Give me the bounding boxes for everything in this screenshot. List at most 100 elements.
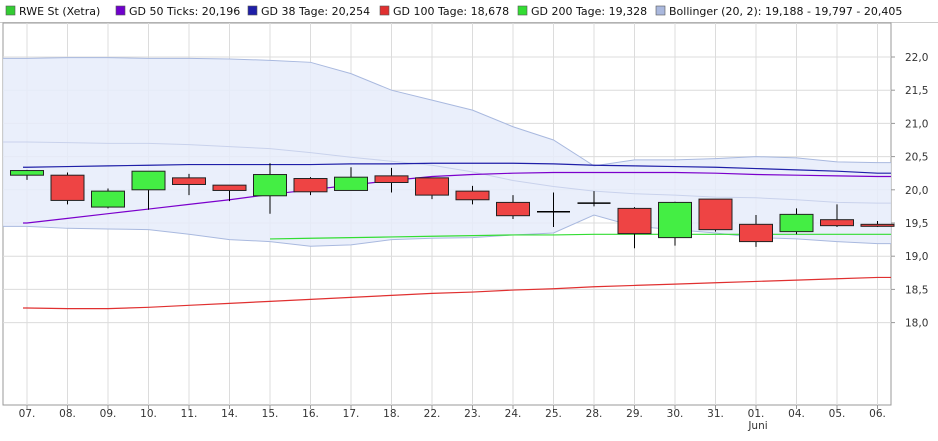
legend-label-4: GD 200 Tage: 19,328 [531, 5, 647, 18]
x-tick-label-3: 10. [140, 408, 157, 420]
bollinger-middle-line [3, 141, 891, 204]
candle-body-16 [658, 201, 692, 239]
candle-0 [10, 169, 44, 180]
x-tick-label-5: 14. [221, 408, 238, 420]
candle-4 [172, 173, 206, 196]
x-tick-label-18: 01. [748, 408, 765, 420]
y-axis: 18,0 18,5 19,0 19,5 20,0 20,5 21,0 21,5 22,0 [891, 52, 928, 330]
y-tick-label-3: 19,5 [905, 218, 928, 230]
candle-7 [293, 177, 328, 196]
candle-body-2 [91, 190, 125, 208]
y-tick-label-7: 21,5 [905, 85, 928, 97]
x-tick-label-15: 29. [626, 408, 643, 420]
x-tick-label-2: 09. [100, 408, 117, 420]
x-axis: Juni 07. 08. 09. 10. 11. 14. 15. 16. 17. 18. 22. 23… [19, 405, 886, 432]
candle-body-12 [496, 201, 530, 217]
candle-body-5 [212, 184, 247, 191]
ma-line-3 [269, 233, 891, 240]
candle-body-17 [698, 198, 733, 231]
candle-body-4 [172, 177, 206, 185]
legend-label-3: GD 100 Tage: 18,678 [393, 5, 509, 18]
candlesticks [10, 163, 895, 249]
x-tick-label-20: 05. [829, 408, 846, 420]
candle-5 [212, 184, 247, 202]
x-tick-label-19: 04. [788, 408, 805, 420]
candle-8 [334, 167, 368, 191]
x-tick-label-21: 06. [869, 408, 886, 420]
x-tick-label-4: 11. [181, 408, 198, 420]
y-tick-label-8: 22,0 [905, 52, 928, 64]
legend-swatch-4 [517, 5, 528, 16]
candle-11 [455, 185, 490, 205]
candle-body-18 [739, 223, 773, 243]
x-tick-label-0: 07. [19, 408, 36, 420]
y-tick-label-2: 19,0 [905, 251, 928, 263]
candle-19 [779, 208, 814, 235]
candle-body-10 [415, 177, 449, 196]
candle-10 [415, 177, 449, 200]
legend-swatch-5 [655, 5, 666, 16]
legend-label-0: RWE St (Xetra) [19, 5, 100, 18]
candle-13 [537, 192, 570, 227]
x-tick-label-1: 08. [59, 408, 76, 420]
legend-label-5: Bollinger (20, 2): 19,188 - 19,797 - 20,… [669, 5, 902, 18]
x-tick-label-16: 30. [667, 408, 684, 420]
candle-14 [577, 191, 611, 207]
x-tick-label-11: 23. [464, 408, 481, 420]
candle-20 [820, 204, 854, 227]
y-tick-label-6: 21,0 [905, 118, 928, 130]
candle-2 [91, 188, 125, 209]
candle-16 [658, 201, 692, 246]
legend-swatch-0 [5, 5, 16, 16]
x-tick-label-8: 17. [343, 408, 360, 420]
candle-21 [860, 221, 895, 227]
x-tick-label-7: 16. [302, 408, 319, 420]
legend-label-1: GD 50 Ticks: 20,196 [129, 5, 240, 18]
candle-body-19 [779, 213, 814, 233]
x-tick-label-13: 25. [545, 408, 562, 420]
candle-body-11 [455, 190, 490, 201]
candle-body-15 [617, 207, 652, 235]
candle-9 [374, 167, 409, 193]
ma-line-2 [23, 276, 891, 310]
y-tick-label-1: 18,5 [905, 284, 928, 296]
candle-body-9 [374, 175, 409, 183]
ma-line-0 [23, 171, 891, 224]
month-label: Juni [747, 420, 767, 432]
moving-averages [23, 162, 891, 310]
candle-1 [50, 172, 85, 205]
bollinger-fill [3, 57, 891, 247]
y-tick-label-0: 18,0 [905, 318, 928, 330]
x-tick-label-10: 22. [424, 408, 441, 420]
x-tick-label-17: 31. [707, 408, 724, 420]
legend-swatch-1 [115, 5, 126, 16]
bollinger-upper-line [3, 57, 891, 167]
candle-3 [131, 170, 166, 210]
legend-swatch-3 [379, 5, 390, 16]
legend-swatch-2 [247, 5, 258, 16]
x-tick-label-6: 15. [262, 408, 279, 420]
candle-6 [253, 163, 287, 214]
candle-18 [739, 215, 773, 247]
candle-body-1 [50, 174, 85, 201]
x-tick-label-14: 28. [586, 408, 603, 420]
candle-17 [698, 198, 733, 232]
candle-body-0 [10, 170, 44, 176]
y-tick-label-4: 20,0 [905, 185, 928, 197]
candle-15 [617, 207, 652, 249]
candle-body-6 [253, 174, 287, 197]
ma-line-1 [23, 162, 891, 174]
candle-body-3 [131, 170, 166, 191]
y-tick-label-5: 20,5 [905, 152, 928, 164]
legend: RWE St (Xetra) GD 50 Ticks: 20,196 GD 38 T… [5, 5, 902, 18]
candle-body-7 [293, 178, 328, 193]
candle-12 [496, 195, 530, 220]
candle-body-21 [860, 223, 895, 227]
legend-label-2: GD 38 Tage: 20,254 [261, 5, 370, 18]
candle-body-20 [820, 219, 854, 227]
x-tick-label-9: 18. [383, 408, 400, 420]
x-tick-label-12: 24. [505, 408, 522, 420]
candle-body-8 [334, 176, 368, 191]
